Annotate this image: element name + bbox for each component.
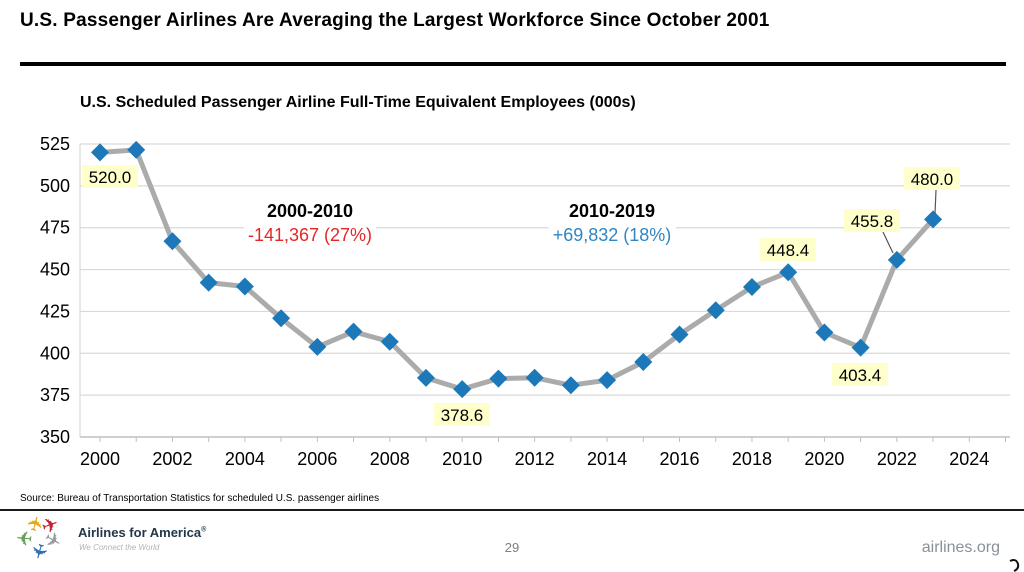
- source-note: Source: Bureau of Transportation Statist…: [20, 493, 380, 504]
- employees-line-chart: 350 375 400 425 450 475 500 525 2000 2002 2004 2006…: [40, 134, 1010, 469]
- data-point-marker: [634, 352, 653, 371]
- data-point-marker: [851, 338, 870, 357]
- y-tick-label: 400: [40, 343, 70, 363]
- data-point-marker: [706, 301, 725, 320]
- data-point-marker: [525, 368, 544, 387]
- x-tick-label: 2004: [225, 449, 265, 469]
- data-point-marker: [670, 325, 689, 344]
- brand-text: Airlines for America: [78, 525, 202, 540]
- data-point-marker: [163, 232, 182, 251]
- registered-mark: ®: [201, 526, 207, 534]
- x-tick-label: 2008: [370, 449, 410, 469]
- y-tick-label: 500: [40, 176, 70, 196]
- data-point-marker: [127, 140, 146, 159]
- data-point-marker: [561, 376, 580, 395]
- data-label-bg: [904, 167, 960, 190]
- x-tick-label: 2010: [442, 449, 482, 469]
- y-tick-label: 450: [40, 260, 70, 280]
- data-label-bg: [844, 209, 900, 232]
- y-tick-label: 475: [40, 218, 70, 238]
- data-point-marker: [815, 323, 834, 342]
- chart-title: U.S. Scheduled Passenger Airline Full-Ti…: [80, 94, 636, 111]
- y-tick-label: 350: [40, 427, 70, 447]
- y-tick-label: 425: [40, 301, 70, 321]
- brand-name: Airlines for America®: [78, 525, 206, 540]
- data-point-marker: [489, 369, 508, 388]
- annotation-change-value: -141,367 (27%): [243, 224, 377, 246]
- website-text: airlines.org: [921, 539, 1000, 556]
- data-point-marker: [453, 380, 472, 399]
- data-point-marker: [924, 210, 943, 229]
- x-tick-label: 2012: [515, 449, 555, 469]
- data-label-bg: [832, 363, 888, 386]
- data-label-bg: [760, 238, 816, 261]
- x-tick-label: 2000: [80, 449, 120, 469]
- data-point-marker: [416, 368, 435, 387]
- x-tick-label: 2014: [587, 449, 627, 469]
- data-point-marker: [779, 263, 798, 282]
- data-point-marker: [91, 143, 109, 162]
- x-tick-label: 2020: [804, 449, 844, 469]
- annotation-2010-2019: 2010-2019 +69,832 (18%): [548, 200, 676, 248]
- data-point-marker: [308, 337, 327, 356]
- data-label: 480.0: [911, 170, 954, 189]
- annotation-2000-2010: 2000-2010 -141,367 (27%): [243, 200, 377, 248]
- title-divider-rule: [20, 62, 1006, 66]
- corner-artifact-mark: [1009, 559, 1020, 572]
- data-label: 403.4: [839, 366, 882, 385]
- x-tick-label: 2022: [877, 449, 917, 469]
- footer: ✈ ✈ ✈ ✈ ✈ Airlines for America® We Conne…: [0, 511, 1024, 572]
- annotation-period-label: 2000-2010: [262, 200, 358, 222]
- x-tick-label: 2002: [152, 449, 192, 469]
- footer-divider-rule: [0, 509, 1024, 511]
- data-point-marker: [742, 277, 761, 296]
- label-leader-line: [882, 231, 894, 254]
- slide-title: U.S. Passenger Airlines Are Averaging th…: [20, 10, 770, 31]
- brand-tagline: We Connect the World: [79, 543, 160, 552]
- data-label: 378.6: [441, 406, 484, 425]
- annotation-period-label: 2010-2019: [564, 200, 660, 222]
- data-label: 448.4: [767, 241, 810, 260]
- x-tick-label: 2006: [297, 449, 337, 469]
- data-label: 520.0: [89, 168, 132, 187]
- data-point-marker: [887, 250, 906, 269]
- data-point-marker: [598, 371, 617, 390]
- x-tick-label: 2018: [732, 449, 772, 469]
- data-point-marker: [344, 322, 363, 341]
- data-point-marker: [272, 309, 291, 328]
- data-point-marker: [199, 273, 218, 292]
- data-point-marker: [235, 277, 254, 296]
- y-tick-label: 525: [40, 134, 70, 154]
- label-leader-line: [934, 189, 937, 215]
- data-label-bg: [82, 165, 138, 188]
- x-tick-label: 2024: [949, 449, 989, 469]
- annotation-change-value: +69,832 (18%): [548, 224, 676, 246]
- data-point-marker: [380, 332, 399, 351]
- page-number: 29: [504, 540, 520, 555]
- y-tick-label: 375: [40, 385, 70, 405]
- x-tick-label: 2016: [659, 449, 699, 469]
- data-label: 455.8: [851, 212, 894, 231]
- data-label-bg: [434, 403, 490, 426]
